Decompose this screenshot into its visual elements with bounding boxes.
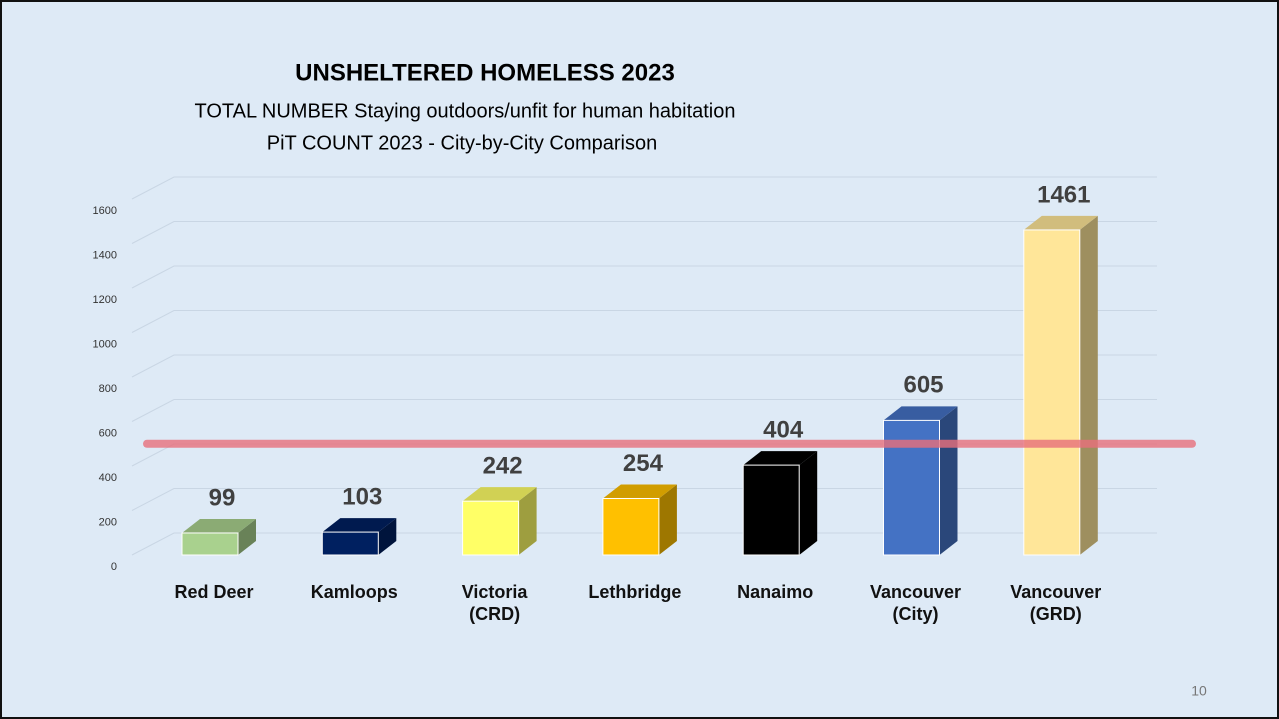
bar-side bbox=[939, 406, 958, 555]
x-tick-label: Kamloops bbox=[310, 582, 398, 602]
y-tick-label: 1000 bbox=[93, 338, 117, 350]
grid-line bbox=[131, 399, 1157, 422]
x-tick-label: Lethbridge bbox=[588, 582, 682, 602]
x-tick-label: Vancouver (City) bbox=[869, 582, 962, 624]
chart-title: UNSHELTERED HOMELESS 2023 bbox=[295, 59, 675, 86]
page-number: 10 bbox=[1191, 683, 1207, 699]
bar-side bbox=[658, 484, 677, 555]
y-tick-label: 800 bbox=[99, 383, 117, 395]
bar bbox=[181, 518, 256, 556]
chart-subtitle-2: PiT COUNT 2023 - City-by-City Comparison bbox=[267, 132, 657, 154]
grid-line bbox=[131, 310, 1157, 333]
y-tick-label: 1400 bbox=[93, 249, 117, 261]
bar-top bbox=[462, 487, 537, 502]
bar-front bbox=[742, 464, 800, 556]
x-tick-label: Victoria (CRD) bbox=[461, 582, 528, 624]
x-tick-label: Nanaimo bbox=[737, 582, 814, 602]
bar-front bbox=[181, 532, 239, 556]
y-tick-label: 1200 bbox=[93, 294, 117, 306]
y-tick-label: 1600 bbox=[93, 205, 117, 217]
bar-front bbox=[602, 497, 660, 556]
bar-top bbox=[322, 518, 397, 533]
y-tick-label: 600 bbox=[99, 427, 117, 439]
bar-top bbox=[182, 518, 256, 533]
bar bbox=[1023, 215, 1098, 556]
data-label: 103 bbox=[342, 483, 382, 510]
grid-line bbox=[131, 488, 1157, 511]
bar-top bbox=[743, 451, 818, 466]
bar bbox=[462, 487, 537, 556]
bar-front bbox=[462, 500, 520, 556]
data-label: 404 bbox=[763, 416, 804, 443]
bar-front bbox=[1023, 229, 1081, 556]
bar-side bbox=[378, 518, 397, 555]
bar bbox=[602, 484, 677, 556]
bar bbox=[883, 406, 958, 556]
data-label: 1461 bbox=[1037, 181, 1090, 208]
bar-front bbox=[321, 531, 379, 556]
x-tick-label: Red Deer bbox=[174, 582, 254, 602]
bar-side bbox=[518, 487, 537, 555]
bar-side bbox=[238, 518, 256, 555]
bar bbox=[321, 518, 397, 556]
data-label: 242 bbox=[483, 452, 523, 479]
y-tick-label: 0 bbox=[111, 561, 117, 573]
data-label: 254 bbox=[623, 450, 664, 477]
bar-side bbox=[1079, 215, 1098, 556]
grid-line bbox=[131, 221, 1157, 244]
x-tick-label: Vancouver (GRD) bbox=[1010, 582, 1102, 624]
chart-subtitle: TOTAL NUMBER Staying outdoors/unfit for … bbox=[194, 100, 735, 122]
data-label: 605 bbox=[903, 372, 943, 399]
bar bbox=[742, 451, 818, 556]
y-tick-label: 400 bbox=[99, 472, 117, 484]
grid-line bbox=[131, 176, 1157, 200]
data-label: 99 bbox=[209, 484, 236, 511]
grid-line bbox=[131, 354, 1157, 378]
grid-line bbox=[131, 532, 1157, 556]
bar-top bbox=[883, 406, 958, 421]
bar-top bbox=[602, 484, 677, 499]
bar-side bbox=[799, 451, 818, 555]
grid-line bbox=[131, 265, 1157, 289]
bar-top bbox=[1023, 215, 1098, 230]
y-tick-label: 200 bbox=[99, 516, 117, 528]
